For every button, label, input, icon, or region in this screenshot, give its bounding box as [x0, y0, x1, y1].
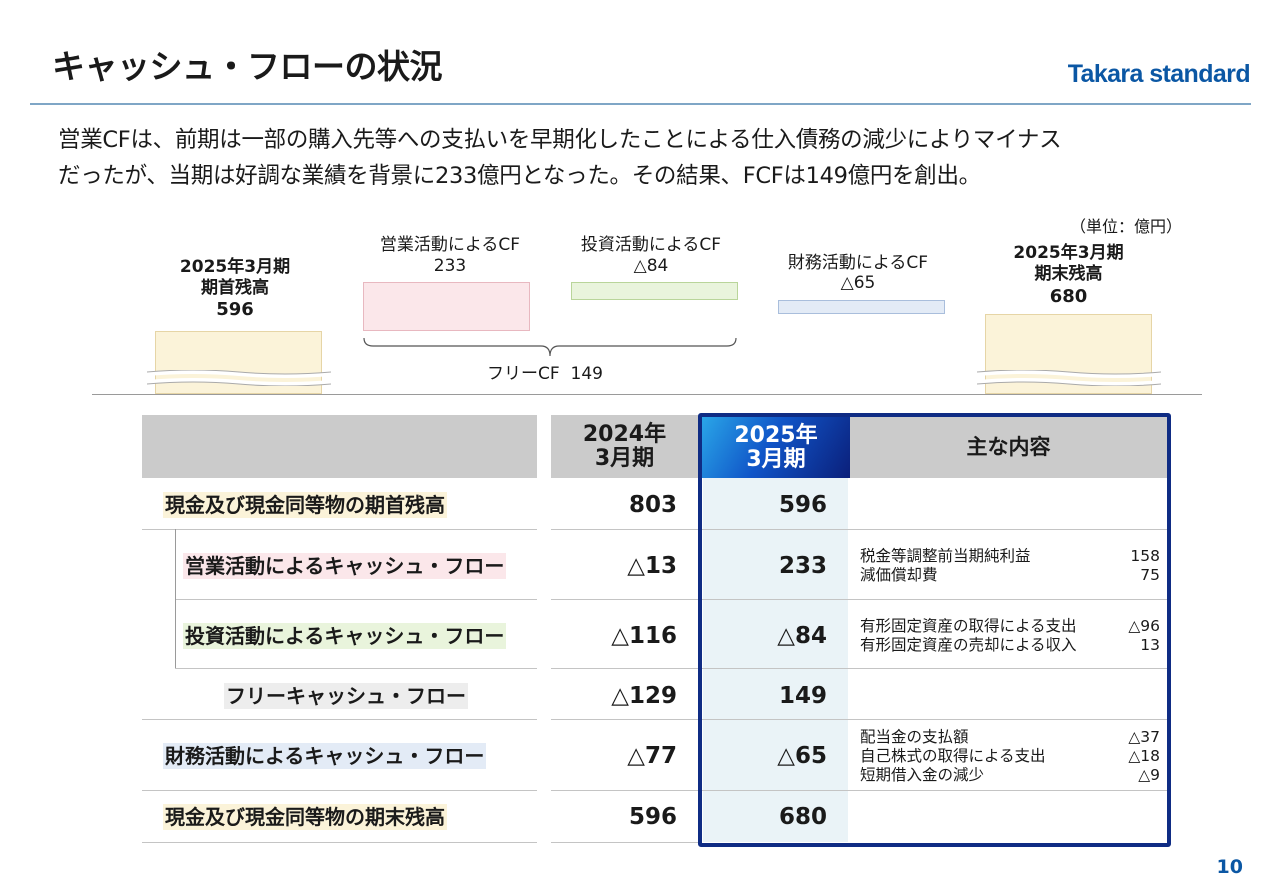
operating-cf-value: 233	[433, 256, 467, 276]
prev-value: △13	[627, 553, 677, 579]
current-year-highlight-frame	[698, 413, 1171, 847]
closing-break-mark	[977, 370, 1161, 386]
note-line: 有形固定資産の売却による収入 13	[860, 636, 1160, 655]
closing-balance-title: 2025年3月期 期末残高	[1013, 243, 1124, 284]
row-divider	[142, 842, 537, 843]
chart-baseline	[92, 394, 1202, 395]
opening-balance-title: 2025年3月期 期首残高	[179, 257, 291, 298]
prev-value: 596	[628, 804, 677, 830]
operating-cf-label: 営業活動によるCF	[379, 235, 521, 255]
opening-balance-value: 596	[216, 299, 254, 320]
row-divider	[551, 529, 1167, 530]
table-header-label-cell	[142, 415, 537, 478]
row-label: フリーキャッシュ・フロー	[224, 683, 468, 709]
financing-cf-label: 財務活動によるCF	[787, 253, 929, 273]
note-value: △96	[1128, 617, 1160, 635]
free-cf-label: フリーCF	[487, 364, 560, 384]
curr-value: 680	[778, 804, 827, 830]
note-value: 75	[1140, 566, 1160, 584]
lead-line-2: だったが、当期は好調な業績を背景に233億円となった。その結果、FCFは149億…	[58, 163, 981, 189]
note-value: △9	[1138, 766, 1160, 784]
title-divider	[30, 103, 1251, 105]
row-divider	[142, 790, 537, 791]
table-header-notes-cell	[850, 415, 1167, 478]
prev-value: △77	[627, 743, 677, 769]
row-notes: 税金等調整前当期純利益 158 減価償却費 75	[860, 547, 1160, 585]
row-label: 営業活動によるキャッシュ・フロー	[183, 553, 507, 579]
row-label: 現金及び現金同等物の期末残高	[163, 804, 447, 830]
unit-label: （単位：億円）	[1069, 217, 1182, 236]
row-label: 投資活動によるキャッシュ・フロー	[183, 623, 507, 649]
note-line: 配当金の支払額 △37	[860, 728, 1160, 747]
curr-value: △65	[777, 743, 827, 769]
prev-value: △129	[611, 683, 677, 709]
note-item: 短期借入金の減少	[860, 766, 985, 784]
row-divider	[175, 599, 537, 600]
note-item: 有形固定資産の売却による収入	[860, 636, 1077, 654]
note-value: △37	[1128, 728, 1160, 746]
curr-value: △84	[777, 623, 827, 649]
row-divider	[142, 529, 537, 530]
free-cf-text: フリーCF 149	[470, 364, 620, 385]
investing-cf-label: 投資活動によるCF	[580, 235, 722, 255]
row-divider	[142, 719, 537, 720]
note-line: 自己株式の取得による支出 △18	[860, 747, 1160, 766]
row-divider	[175, 668, 537, 669]
note-value: 13	[1140, 636, 1160, 654]
note-line: 減価償却費 75	[860, 566, 1160, 585]
note-item: 税金等調整前当期純利益	[860, 547, 1031, 565]
note-line: 税金等調整前当期純利益 158	[860, 547, 1160, 566]
closing-balance-value: 680	[1049, 286, 1088, 307]
row-notes: 有形固定資産の取得による支出 △96 有形固定資産の売却による収入 13	[860, 617, 1160, 655]
header-main-content: 主な内容	[966, 434, 1051, 459]
header-2024: 2024年 3月期	[582, 421, 667, 471]
header-2025: 2025年 3月期	[702, 417, 850, 478]
note-item: 有形固定資産の取得による支出	[860, 617, 1077, 635]
row-divider	[551, 668, 1167, 669]
lead-text: 営業CFは、前期は一部の購入先等への支払いを早期化したことによる仕入債務の減少に…	[58, 122, 1258, 194]
note-line: 短期借入金の減少 △9	[860, 766, 1160, 785]
note-item: 減価償却費	[860, 566, 938, 584]
financing-cf-value: △65	[840, 273, 876, 293]
free-cf-group-bracket	[175, 529, 176, 668]
row-divider	[551, 842, 701, 843]
row-label: 現金及び現金同等物の期首残高	[163, 492, 447, 518]
note-value: △18	[1128, 747, 1160, 765]
prev-value: 803	[628, 492, 677, 518]
free-cf-brace	[363, 337, 737, 357]
row-label: 財務活動によるキャッシュ・フロー	[163, 743, 487, 769]
opening-break-mark	[147, 370, 331, 386]
curr-value: 596	[778, 492, 827, 518]
note-value: 158	[1130, 547, 1160, 565]
row-divider	[551, 599, 1167, 600]
note-item: 自己株式の取得による支出	[860, 747, 1046, 765]
lead-line-1: 営業CFは、前期は一部の購入先等への支払いを早期化したことによる仕入債務の減少に…	[58, 127, 1062, 153]
note-item: 配当金の支払額	[860, 728, 969, 746]
row-divider	[551, 719, 1167, 720]
free-cf-value: 149	[570, 364, 603, 384]
current-year-column	[703, 478, 848, 842]
curr-value: 233	[778, 553, 827, 579]
row-divider	[551, 790, 1167, 791]
operating-cf-bar	[363, 282, 530, 331]
page-title: キャッシュ・フローの状況	[52, 47, 443, 86]
financing-cf-bar	[778, 300, 945, 314]
investing-cf-bar	[571, 282, 738, 300]
page-number: 10	[1216, 856, 1243, 878]
company-logo: Takara standard	[1067, 60, 1251, 88]
note-line: 有形固定資産の取得による支出 △96	[860, 617, 1160, 636]
curr-value: 149	[778, 683, 827, 709]
row-notes: 配当金の支払額 △37 自己株式の取得による支出 △18 短期借入金の減少 △9	[860, 728, 1160, 785]
table-header-prev-cell	[551, 415, 698, 478]
investing-cf-value: △84	[633, 256, 669, 276]
prev-value: △116	[611, 623, 677, 649]
